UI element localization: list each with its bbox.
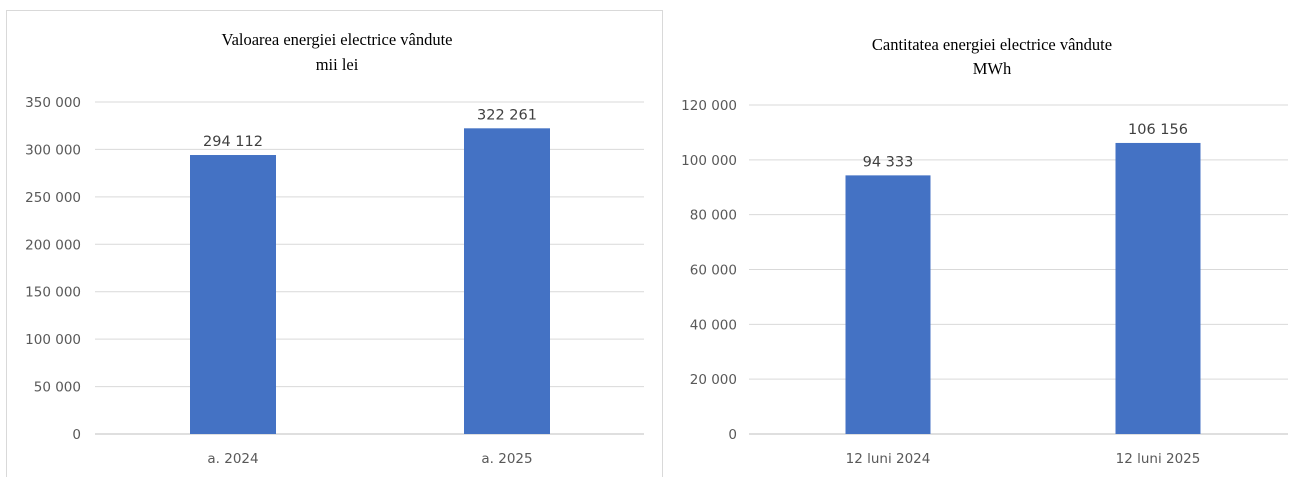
chart-subtitle: MWh	[973, 59, 1012, 78]
y-tick-label: 350 000	[25, 95, 81, 111]
y-tick-label: 100 000	[25, 332, 81, 348]
y-tick-label: 50 000	[34, 380, 81, 396]
chart-title: Cantitatea energiei electrice vândute	[872, 35, 1112, 54]
y-tick-label: 0	[72, 427, 81, 443]
bar	[190, 155, 276, 434]
chart-quantity-svg: Cantitatea energiei electrice vândute MW…	[681, 35, 1288, 467]
x-tick-label: 12 luni 2025	[1116, 451, 1201, 467]
data-label: 94 333	[863, 154, 914, 170]
y-tick-label: 40 000	[690, 317, 737, 333]
chart-panel-value: Valoarea energiei electrice vândute mii …	[6, 10, 663, 477]
y-tick-label: 80 000	[690, 208, 737, 224]
y-tick-label: 20 000	[690, 372, 737, 388]
data-label: 322 261	[477, 107, 537, 123]
chart-value-svg: Valoarea energiei electrice vândute mii …	[25, 30, 644, 467]
x-tick-label: a. 2025	[481, 451, 532, 467]
data-label: 294 112	[203, 134, 263, 150]
bar	[845, 175, 931, 434]
bar	[464, 128, 550, 434]
chart-title: Valoarea energiei electrice vândute	[221, 30, 452, 49]
y-tick-label: 60 000	[690, 263, 737, 279]
x-tick-label: 12 luni 2024	[846, 451, 931, 467]
chart-panel-quantity: Cantitatea energiei electrice vândute MW…	[663, 12, 1298, 477]
y-tick-label: 0	[728, 427, 737, 443]
y-tick-label: 120 000	[681, 98, 737, 114]
y-tick-label: 150 000	[25, 285, 81, 301]
chart-subtitle: mii lei	[316, 55, 359, 74]
y-tick-label: 200 000	[25, 237, 81, 253]
y-tick-label: 250 000	[25, 190, 81, 206]
bar	[1115, 142, 1201, 434]
y-tick-label: 300 000	[25, 142, 81, 158]
x-tick-label: a. 2024	[207, 451, 258, 467]
data-label: 106 156	[1128, 122, 1188, 138]
y-tick-label: 100 000	[681, 153, 737, 169]
